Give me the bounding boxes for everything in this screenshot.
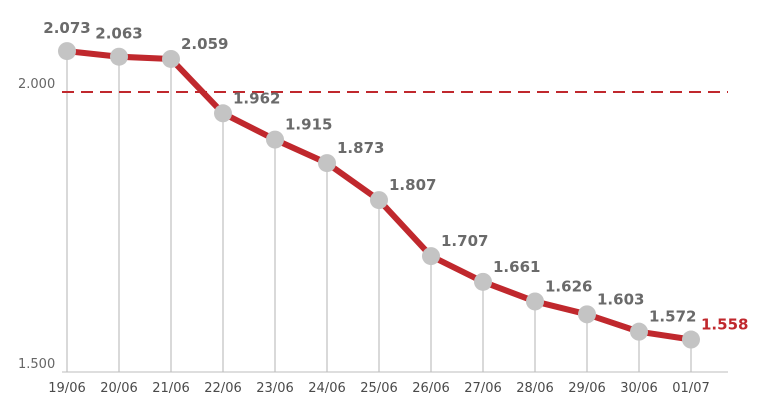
- data-point: [630, 322, 648, 341]
- value-label: 1.807: [389, 176, 436, 194]
- data-point: [474, 272, 492, 291]
- x-tick-label: 23/06: [256, 381, 293, 396]
- data-point: [578, 305, 596, 324]
- drop-lines: [66, 51, 692, 372]
- data-markers: [58, 42, 700, 349]
- value-label: 1.626: [545, 277, 592, 295]
- data-point: [266, 130, 284, 149]
- x-tick-label: 24/06: [308, 381, 345, 396]
- x-tick-label: 01/07: [672, 381, 709, 396]
- data-point: [422, 247, 440, 266]
- value-label: 1.707: [441, 232, 488, 250]
- x-tick-label: 25/06: [360, 381, 397, 396]
- value-label: 1.661: [493, 258, 540, 276]
- data-point: [162, 49, 180, 68]
- value-label: 2.059: [181, 35, 228, 53]
- value-label: 1.603: [597, 290, 644, 308]
- value-label: 2.073: [43, 19, 90, 37]
- value-label: 1.962: [233, 89, 280, 107]
- data-point: [110, 47, 128, 66]
- y-tick-label: 1.500: [18, 357, 55, 372]
- x-tick-labels: 19/06 20/06 21/06 22/06 23/06 24/06 25/06 26/06…: [48, 381, 709, 396]
- value-label: 2.063: [95, 25, 142, 43]
- x-tick-label: 21/06: [152, 381, 189, 396]
- value-label: 1.558: [701, 316, 748, 334]
- data-point: [214, 104, 232, 123]
- x-tick-label: 28/06: [516, 381, 553, 396]
- y-tick-label: 2.000: [18, 77, 55, 92]
- x-tick-label: 22/06: [204, 381, 241, 396]
- value-label: 1.572: [649, 308, 696, 326]
- x-tick-label: 26/06: [412, 381, 449, 396]
- x-tick-label: 27/06: [464, 381, 501, 396]
- data-point: [58, 42, 76, 61]
- data-point: [682, 330, 700, 349]
- value-label: 1.915: [285, 116, 332, 134]
- data-point: [526, 292, 544, 311]
- data-point: [318, 154, 336, 173]
- x-tick-label: 19/06: [48, 381, 85, 396]
- y-tick-labels: 2.000 1.500: [18, 77, 55, 372]
- value-labels: 2.073 2.063 2.059 1.962 1.915 1.873 1.807 1.707…: [43, 19, 748, 333]
- value-label: 1.873: [337, 139, 384, 157]
- data-point: [370, 191, 388, 210]
- x-tick-label: 29/06: [568, 381, 605, 396]
- x-tick-label: 20/06: [100, 381, 137, 396]
- x-tick-label: 30/06: [620, 381, 657, 396]
